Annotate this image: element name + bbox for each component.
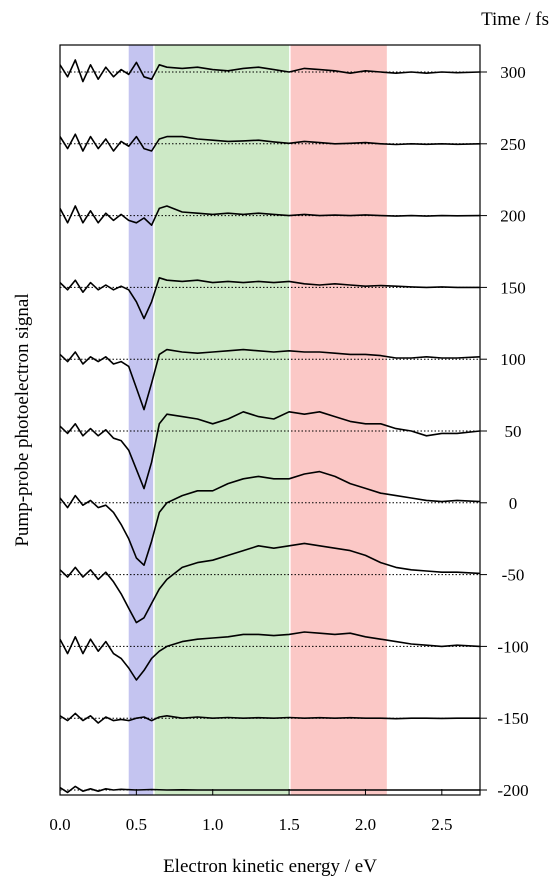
x-axis-label: Electron kinetic energy / eV	[163, 856, 377, 877]
delay-tick-label: 100	[500, 350, 526, 369]
x-tick-label: 2.0	[355, 815, 376, 834]
delay-tick-label: -150	[497, 709, 528, 728]
trace	[60, 470, 480, 566]
delay-tick-label: 150	[500, 278, 526, 297]
x-tick-label: 0.0	[49, 815, 70, 834]
shaded-region-1	[128, 45, 154, 795]
x-tick-label: 0.5	[126, 815, 147, 834]
trace	[60, 712, 480, 724]
shaded-regions	[128, 45, 387, 795]
delay-tick-label: -200	[497, 781, 528, 800]
trace	[60, 785, 480, 794]
x-tick-label: 2.5	[431, 815, 452, 834]
traces	[60, 59, 480, 794]
right-axis-title: Time / fs	[481, 9, 549, 30]
trace	[60, 542, 480, 624]
x-axis-ticks: 0.0 0.5 1.0 1.5 2.0 2.5	[49, 789, 452, 834]
delay-tick-label: 300	[500, 63, 526, 82]
delay-tick-label: -50	[502, 566, 525, 585]
trace	[60, 348, 480, 411]
plot-frame	[59, 44, 481, 796]
trace	[60, 411, 480, 490]
delay-tick-label: 0	[509, 494, 518, 513]
y-axis-label: Pump-probe photoelectron signal	[12, 293, 33, 546]
shaded-region-2	[154, 45, 290, 795]
delay-axis-ticks: 300 250 200 150 100 50 0 -50 -100 -150 -200	[480, 63, 529, 800]
delay-tick-label: 250	[500, 135, 526, 154]
trace	[60, 277, 480, 320]
delay-tick-label: 200	[500, 207, 526, 226]
delay-tick-label: -100	[497, 637, 528, 656]
trace	[60, 205, 480, 226]
delay-tick-label: 50	[505, 422, 522, 441]
x-tick-label: 1.0	[202, 815, 223, 834]
trace	[60, 133, 480, 152]
trace	[60, 631, 480, 681]
shaded-region-3	[290, 45, 387, 795]
x-tick-label: 1.5	[278, 815, 299, 834]
trace	[60, 59, 480, 83]
